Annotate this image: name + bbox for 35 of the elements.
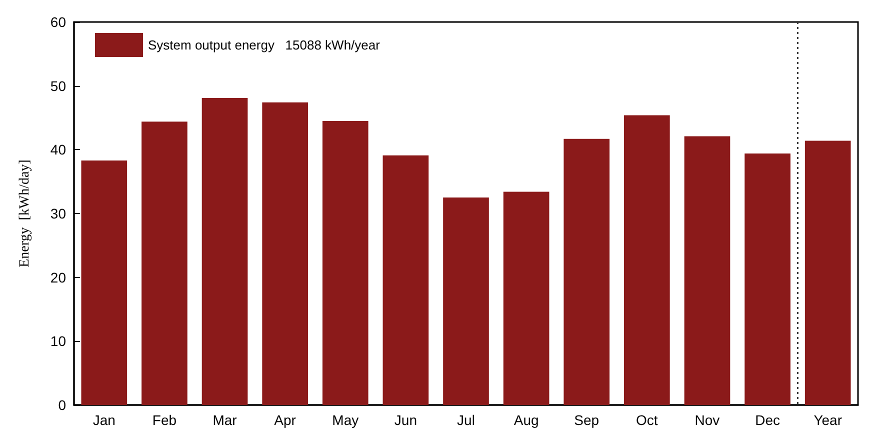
x-tick-label: Jun xyxy=(394,412,417,428)
bar xyxy=(382,155,429,405)
y-tick-label: 60 xyxy=(50,14,66,30)
bar xyxy=(443,198,489,405)
x-tick-label: Feb xyxy=(152,412,177,428)
bar xyxy=(322,120,368,405)
x-tick-label: Jul xyxy=(457,412,475,428)
bar xyxy=(262,102,308,405)
bar xyxy=(804,140,851,405)
x-tick-label: Aug xyxy=(514,412,539,428)
y-tick-label: 0 xyxy=(58,397,66,413)
x-tick-label: Jan xyxy=(92,412,116,428)
x-tick-label: Mar xyxy=(212,412,238,428)
bar xyxy=(684,136,730,405)
x-tick-label: Apr xyxy=(274,412,296,428)
bar xyxy=(744,153,790,405)
y-tick-label: 30 xyxy=(50,206,66,222)
bar xyxy=(202,98,248,405)
x-tick-label: Nov xyxy=(694,412,720,428)
x-tick-label: Sep xyxy=(574,412,600,428)
y-tick-label: 10 xyxy=(50,333,66,350)
y-axis-title: Energy [kWh/day] xyxy=(18,160,32,268)
x-tick-label: Oct xyxy=(636,412,658,428)
bar xyxy=(142,122,188,405)
bar xyxy=(624,115,670,405)
x-tick-label: Year xyxy=(814,412,842,428)
y-tick-label: 40 xyxy=(50,142,66,158)
bar xyxy=(81,160,128,405)
bar xyxy=(503,192,550,405)
y-tick-label: 50 xyxy=(50,78,66,94)
x-tick-label: Dec xyxy=(755,412,780,428)
bar xyxy=(564,138,610,405)
legend-label: System output energy 15088 kWh/year xyxy=(148,38,381,52)
y-tick-label: 20 xyxy=(50,269,66,286)
x-tick-label: May xyxy=(332,412,359,428)
